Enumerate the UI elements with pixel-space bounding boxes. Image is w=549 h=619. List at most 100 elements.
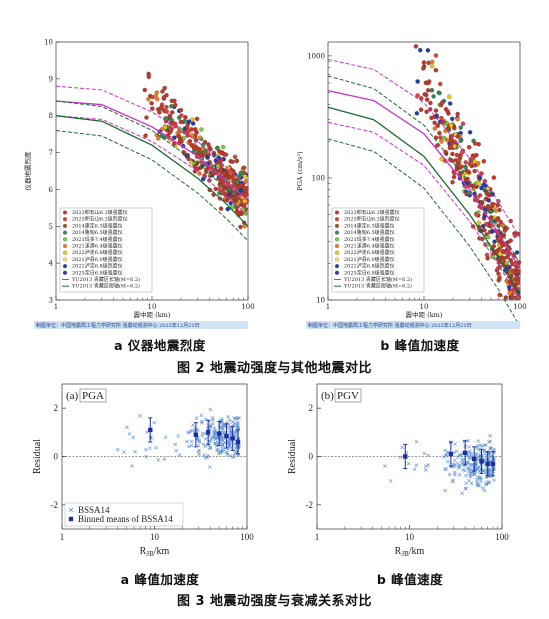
residual-point (232, 421, 237, 426)
binned-mean-marker (462, 450, 468, 456)
legend-label: 2014鲁甸6.5级强震仪 (344, 229, 395, 236)
residual-point (487, 440, 491, 444)
data-point (177, 137, 183, 142)
data-point (221, 152, 227, 157)
y-axis-label: 仪器地震烈度 (23, 151, 32, 191)
data-point (207, 178, 212, 183)
legend-box (64, 502, 184, 527)
residual-point (216, 451, 221, 456)
data-point (169, 103, 174, 109)
residual-point (443, 488, 448, 493)
data-point (433, 108, 439, 113)
residual-point (221, 447, 226, 452)
data-point (484, 221, 489, 227)
data-point (433, 68, 439, 73)
residual-point (443, 467, 447, 472)
y-axis-label: Residual (287, 439, 298, 474)
residual-point (483, 457, 487, 462)
legend-marker (334, 217, 339, 222)
data-point (440, 100, 445, 105)
residual-point (483, 470, 488, 475)
legend-marker (334, 257, 339, 262)
y-tick-label: 2 (54, 403, 59, 413)
residual-point (476, 439, 481, 443)
legend-marker (62, 257, 67, 262)
residual-point (474, 453, 478, 457)
data-point (499, 242, 505, 247)
fig3-caption: 图 3 地震动强度与衰减关系对比 (176, 594, 373, 609)
x-tick-label: 1 (60, 532, 65, 542)
residual-point (488, 433, 492, 438)
legend-label: 2025定日6.8级强震仪 (72, 269, 123, 276)
data-point (507, 291, 512, 296)
residual-point (461, 468, 465, 472)
residual-point (456, 466, 461, 470)
data-point (497, 251, 503, 257)
data-point (231, 179, 236, 184)
data-point (486, 192, 491, 197)
data-point (192, 144, 197, 150)
residual-point (423, 464, 428, 468)
data-point (498, 219, 503, 225)
legend-marker (62, 230, 67, 235)
legend-label: YU2013 青藏区长轴(M=6.2) (343, 276, 412, 283)
residual-point (208, 407, 213, 412)
legend-square-marker (68, 516, 74, 522)
residual-point (443, 448, 447, 453)
residual-point (233, 446, 238, 451)
data-point (189, 133, 195, 138)
data-point (501, 258, 506, 263)
residual-point (208, 465, 212, 469)
residual-point (453, 464, 457, 469)
residual-point (195, 438, 200, 443)
data-point (514, 266, 519, 272)
legend-label: 2014康定6.3级强震仪 (344, 222, 395, 229)
residual-point (212, 433, 217, 437)
residual-point (466, 469, 471, 474)
residual-point (190, 428, 194, 433)
residual-point (236, 425, 241, 430)
residual-point (388, 478, 393, 483)
data-point (172, 135, 177, 140)
residual-point (444, 453, 448, 458)
legend-cross-marker (68, 507, 74, 513)
y-tick-label: 10 (44, 39, 53, 47)
data-point (415, 79, 420, 84)
residual-point (127, 432, 132, 436)
residual-point (200, 431, 205, 436)
y-tick-label: 6 (49, 186, 54, 194)
data-point (199, 127, 204, 132)
x-tick-label: 10 (150, 532, 160, 542)
residual-point (213, 428, 218, 433)
source-bar (34, 321, 248, 329)
binned-mean-marker (193, 432, 199, 437)
fig2-caption: 图 2 地震动强度与其他地震对比 (176, 361, 373, 376)
binned-mean-marker (479, 459, 484, 464)
fig3a-sub-caption: a 峰值加速度 (120, 572, 200, 587)
data-point (448, 144, 453, 149)
residual-point (197, 448, 201, 453)
residual-point (228, 446, 233, 450)
data-point (228, 201, 234, 206)
data-point (430, 59, 435, 65)
legend-label: 2021玛多7.4级强震仪 (344, 236, 395, 243)
data-point (159, 106, 164, 111)
data-point (243, 178, 249, 184)
data-point (451, 174, 457, 180)
residual-point (148, 446, 152, 451)
x-tick-label: 1 (54, 303, 58, 311)
residual-point (477, 483, 481, 488)
residual-point (475, 482, 480, 487)
residual-point (231, 455, 235, 460)
binned-mean-marker (448, 451, 454, 457)
data-point (453, 158, 458, 163)
residual-point (138, 414, 142, 418)
data-point (414, 111, 420, 116)
data-point (510, 295, 515, 300)
legend-marker (334, 250, 339, 255)
data-point (230, 174, 235, 179)
data-point (232, 154, 238, 159)
residual-point (208, 445, 212, 450)
data-point (429, 88, 435, 93)
fig3-panel-b: 1 10 100 -2 0 2 (b) PGV RJB/km Residual (285, 378, 510, 563)
